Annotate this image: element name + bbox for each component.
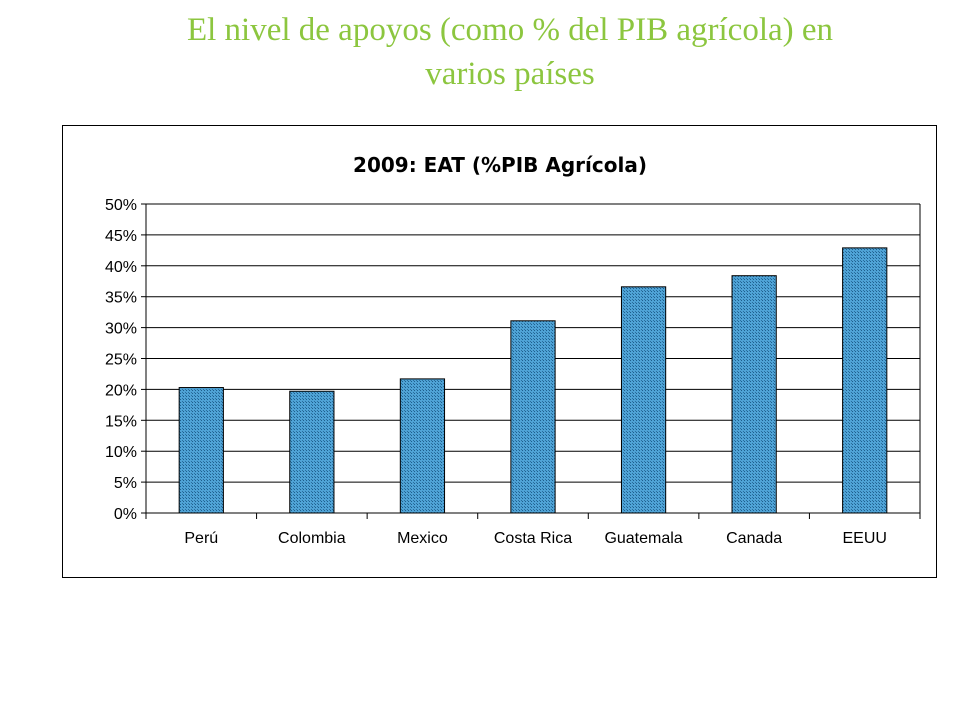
x-tick-label: Canada: [726, 530, 782, 547]
axis-layer: 0% 5% 10% 15% 20% 25% 30% 35% 40% 45% 50% Perú Colom…: [105, 197, 921, 547]
y-tick-label: 10%: [105, 444, 137, 461]
x-tick-label: Guatemala: [604, 530, 682, 547]
x-tick-label: Perú: [184, 530, 218, 547]
slide-title-line1: El nivel de apoyos (como % del PIB agríc…: [186, 12, 834, 48]
y-tick-label: 15%: [105, 413, 137, 430]
chart-title: 2009: EAT (%PIB Agrícola): [353, 153, 647, 177]
y-tick-label: 35%: [105, 290, 137, 307]
bar-canada: [731, 275, 777, 514]
y-tick-label: 20%: [105, 382, 137, 399]
bar-costa-rica: [510, 320, 556, 514]
bar-colombia: [289, 390, 335, 514]
x-tick-label: Colombia: [278, 530, 346, 547]
x-tick-label: Costa Rica: [494, 530, 572, 547]
bar-layer: [178, 247, 888, 514]
x-tick-label: Mexico: [397, 530, 448, 547]
y-tick-label: 25%: [105, 352, 137, 369]
x-tick-label: EEUU: [842, 530, 886, 547]
slide-title-line2: varios países: [425, 56, 595, 92]
bar-eeuu: [842, 247, 888, 514]
bar-mexico: [399, 378, 446, 514]
bar-perú: [178, 387, 224, 514]
bar-guatemala: [620, 286, 667, 514]
y-tick-label: 5%: [114, 475, 137, 492]
y-tick-label: 40%: [105, 259, 137, 276]
slide-title: El nivel de apoyos (como % del PIB agríc…: [80, 8, 940, 96]
y-tick-label: 45%: [105, 228, 137, 245]
y-tick-label: 30%: [105, 321, 137, 338]
y-tick-label: 0%: [114, 506, 137, 523]
y-tick-label: 50%: [105, 197, 137, 214]
bar-chart: 2009: EAT (%PIB Agrícola) 0% 5% 10% 15% 20% 2…: [105, 153, 921, 547]
chart-frame: 2009: EAT (%PIB Agrícola) 0% 5% 10% 15% 20% 2…: [62, 125, 937, 578]
